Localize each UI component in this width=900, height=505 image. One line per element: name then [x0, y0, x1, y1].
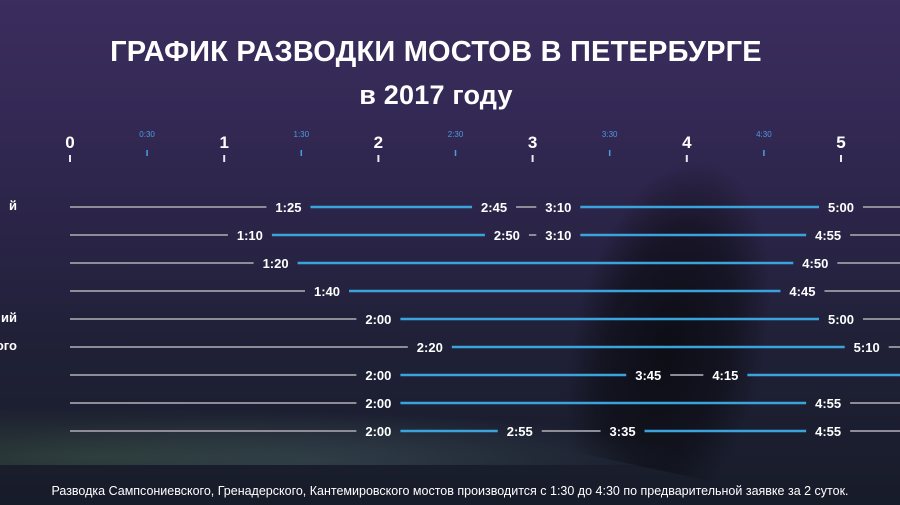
bridge-schedule-chart: 0 1 2 3 4 5 0:30 1:30 2:30 3:30 4:30 й 1:25 2:45 3:10 5… — [0, 130, 900, 439]
close-time-label: 4:55 — [815, 396, 841, 411]
axis-major-tick-label: 0 — [65, 133, 74, 152]
axis-major-tick-label: 5 — [836, 133, 845, 152]
close-time-label: 3:45 — [635, 368, 661, 383]
open-time-label: 3:35 — [610, 424, 636, 439]
axis-minor-tick-label: 2:30 — [448, 130, 464, 139]
close-time-label: 4:45 — [789, 284, 815, 299]
axis-major-tick-label: 2 — [374, 133, 383, 152]
axis-major-tick-label: 3 — [528, 133, 537, 152]
open-time-label: 4:15 — [712, 368, 738, 383]
close-time-label: 5:00 — [828, 312, 854, 327]
bridge-name-label: й — [9, 198, 17, 213]
open-time-label: 1:25 — [275, 200, 301, 215]
open-time-label: 2:00 — [365, 396, 391, 411]
axis-minor-tick-label: 0:30 — [139, 130, 155, 139]
footnote: Разводка Сампсониевского, Гренадерского,… — [51, 484, 849, 498]
axis-minor-tick-label: 4:30 — [756, 130, 772, 139]
chart-title: ГРАФИК РАЗВОДКИ МОСТОВ В ПЕТЕРБУРГЕ — [110, 36, 762, 68]
close-time-label: 2:55 — [507, 424, 533, 439]
open-time-label: 2:00 — [365, 312, 391, 327]
open-time-label: 3:10 — [545, 228, 571, 243]
open-time-label: 1:10 — [237, 228, 263, 243]
close-time-label: 2:45 — [481, 200, 507, 215]
open-time-label: 2:20 — [417, 340, 443, 355]
axis-minor-tick-label: 3:30 — [602, 130, 618, 139]
close-time-label: 4:55 — [815, 424, 841, 439]
close-time-label: 4:55 — [815, 228, 841, 243]
open-time-label: 1:20 — [263, 256, 289, 271]
axis-major-tick-label: 4 — [682, 133, 692, 152]
open-time-label: 3:10 — [545, 200, 571, 215]
background-city-lights — [0, 385, 900, 465]
open-time-label: 1:40 — [314, 284, 340, 299]
close-time-label: 5:00 — [828, 200, 854, 215]
open-time-label: 2:00 — [365, 368, 391, 383]
axis-major-tick-label: 1 — [219, 133, 228, 152]
open-time-label: 2:00 — [365, 424, 391, 439]
close-time-label: 4:50 — [802, 256, 828, 271]
close-time-label: 2:50 — [494, 228, 520, 243]
axis-minor-tick-label: 1:30 — [294, 130, 310, 139]
bridge-name-label: ий — [1, 310, 17, 325]
chart-subtitle: в 2017 году — [359, 80, 513, 110]
close-time-label: 5:10 — [854, 340, 880, 355]
bridge-name-label: кого — [0, 338, 17, 353]
